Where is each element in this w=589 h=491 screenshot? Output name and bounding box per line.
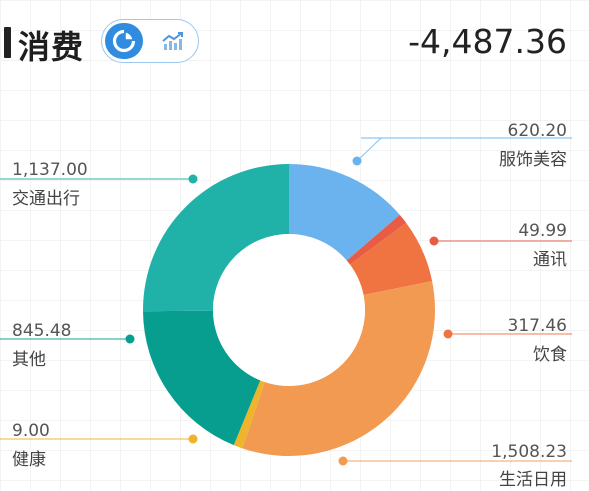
slice-value-label: 9.00 <box>12 421 50 441</box>
label-dot <box>188 434 198 444</box>
slice-category-label: 交通出行 <box>12 189 80 209</box>
slice-value-label: 1,508.23 <box>491 442 567 462</box>
donut-slice[interactable] <box>233 380 265 449</box>
donut-slice[interactable] <box>349 222 433 295</box>
label-dot <box>338 456 348 466</box>
slice-category-label: 健康 <box>12 450 46 470</box>
leader-line <box>356 137 382 162</box>
donut-slice[interactable] <box>143 164 289 312</box>
label-dot <box>125 334 135 344</box>
donut-slice[interactable] <box>242 281 435 456</box>
header: 消费 -4,487.36 <box>0 0 589 90</box>
donut-slice[interactable] <box>289 164 400 261</box>
chart-view-toggle[interactable] <box>101 19 199 63</box>
slice-category-label: 其他 <box>12 350 46 370</box>
slice-category-label: 通讯 <box>533 250 567 270</box>
slice-value-label: 845.48 <box>12 321 72 341</box>
slice-category-label: 服饰美容 <box>499 150 567 170</box>
pie-chart-icon[interactable] <box>105 23 143 59</box>
page-title: 消费 <box>18 28 85 66</box>
label-dot <box>429 236 439 246</box>
donut-slice[interactable] <box>143 310 261 446</box>
slice-value-label: 620.20 <box>507 121 567 141</box>
total-amount: -4,487.36 <box>408 22 567 61</box>
slice-value-label: 49.99 <box>518 221 567 241</box>
title-accent-bar <box>4 27 11 58</box>
slice-value-label: 1,137.00 <box>12 160 88 180</box>
trend-chart-icon[interactable] <box>158 26 190 56</box>
label-dot <box>188 174 198 184</box>
label-dot <box>352 156 362 166</box>
slice-category-label: 饮食 <box>533 345 567 365</box>
donut-hole <box>213 234 365 386</box>
label-dot <box>443 329 453 339</box>
slice-value-label: 317.46 <box>507 316 567 336</box>
expense-donut-chart <box>0 137 572 466</box>
slice-category-label: 生活日用 <box>499 470 567 490</box>
donut-slice[interactable] <box>346 214 407 265</box>
